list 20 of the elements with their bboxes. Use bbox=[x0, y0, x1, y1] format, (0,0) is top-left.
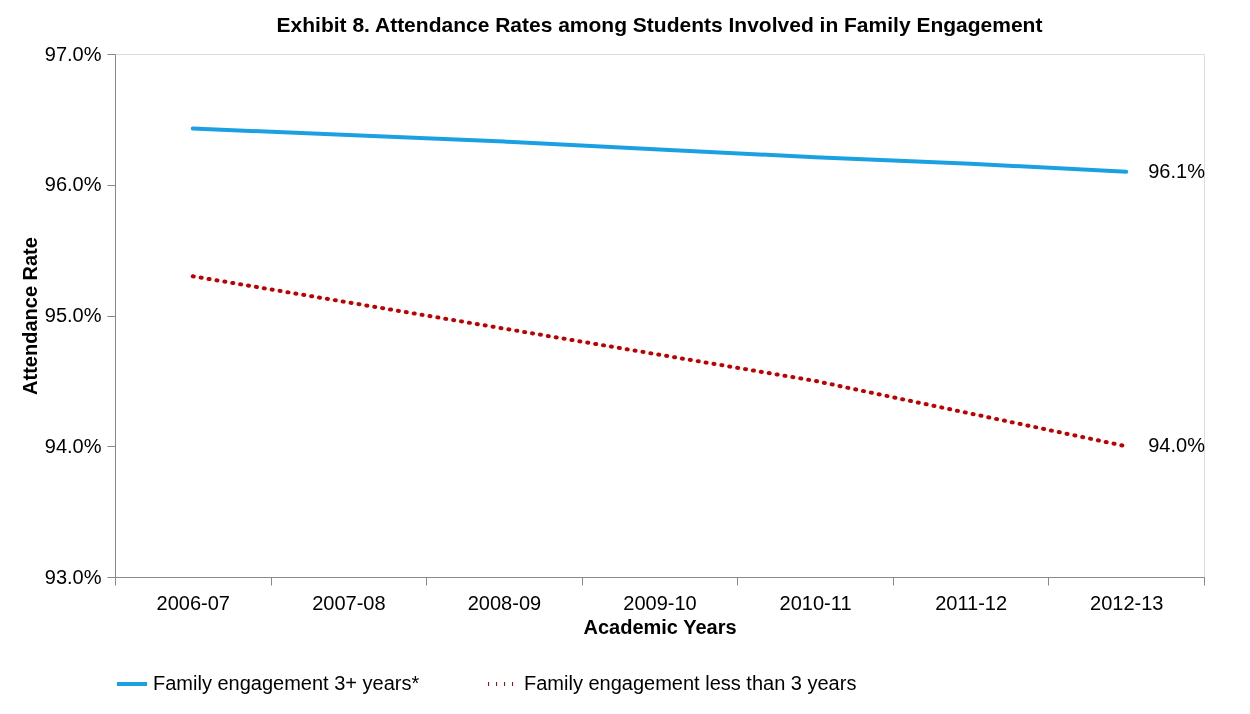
x-tick-label: 2012-13 bbox=[1090, 591, 1164, 614]
data-label: 96.1% bbox=[1148, 159, 1206, 182]
y-axis-title: Attendance Rate bbox=[18, 237, 41, 395]
data-label: 94.0% bbox=[1148, 434, 1206, 457]
x-tick-label: 2011-12 bbox=[935, 591, 1008, 614]
y-tick-label: 95.0% bbox=[44, 304, 102, 326]
line-series bbox=[190, 126, 1129, 174]
y-tick-label: 96.0% bbox=[44, 173, 102, 196]
chart-title: Exhibit 8. Attendance Rates among Students Involved in Family Engagement bbox=[276, 13, 1043, 36]
x-tick-label: 2006-07 bbox=[156, 591, 230, 614]
x-tick-label: 2007-08 bbox=[312, 591, 386, 614]
x-tick-label: 2008-09 bbox=[467, 591, 542, 614]
legend-label: Family engagement less than 3 years bbox=[524, 672, 857, 694]
x-tick-label: 2010-11 bbox=[779, 591, 852, 614]
x-tick-label: 2009-10 bbox=[623, 591, 697, 614]
y-tick-label: 97.0% bbox=[44, 42, 102, 65]
y-tick-label: 93.0% bbox=[44, 565, 102, 588]
y-tick-label: 94.0% bbox=[44, 434, 102, 457]
legend-label: Family engagement 3+ years* bbox=[153, 672, 420, 694]
x-axis-title: Academic Years bbox=[583, 615, 737, 638]
